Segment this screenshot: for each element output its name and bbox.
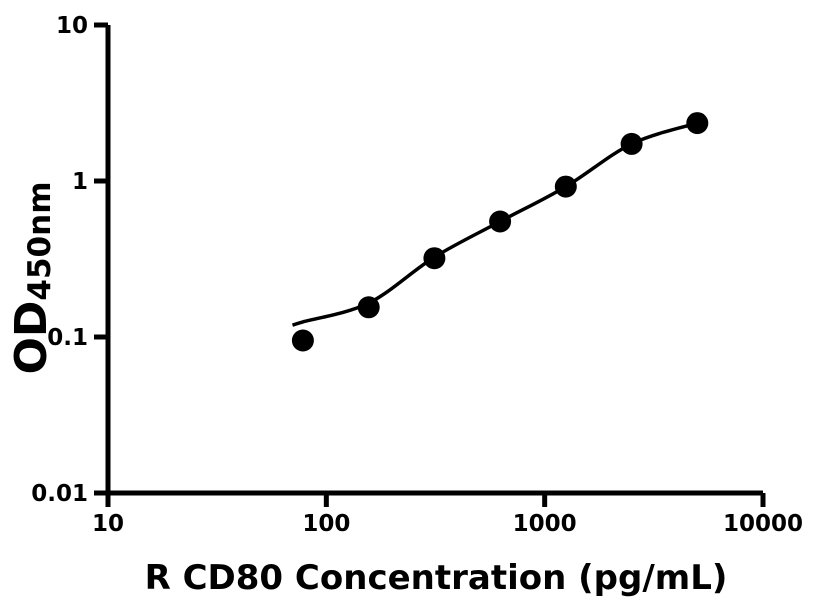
- y-tick-label: 10: [56, 13, 88, 39]
- plot-area: 10 100 1000 10000 10 1 0.1 0.01: [31, 13, 803, 537]
- x-tick-label: 10000: [723, 511, 803, 537]
- y-tick-label: 0.1: [47, 325, 88, 351]
- y-axis-title-subscript: 450nm: [22, 181, 58, 300]
- x-tick-label: 10: [92, 511, 124, 537]
- data-point-marker: [686, 112, 709, 135]
- y-axis-title-main: OD: [6, 301, 57, 375]
- y-axis-title: OD450nm: [6, 181, 58, 374]
- y-tick-label: 1: [72, 169, 88, 195]
- x-tick-label: 1000: [513, 511, 577, 537]
- x-axis-title: R CD80 Concentration (pg/mL): [145, 558, 728, 598]
- y-tick-label: 0.01: [31, 481, 88, 507]
- fit-curve-line: [291, 121, 698, 327]
- data-point-marker: [291, 329, 314, 352]
- x-tick-label: 100: [302, 511, 350, 537]
